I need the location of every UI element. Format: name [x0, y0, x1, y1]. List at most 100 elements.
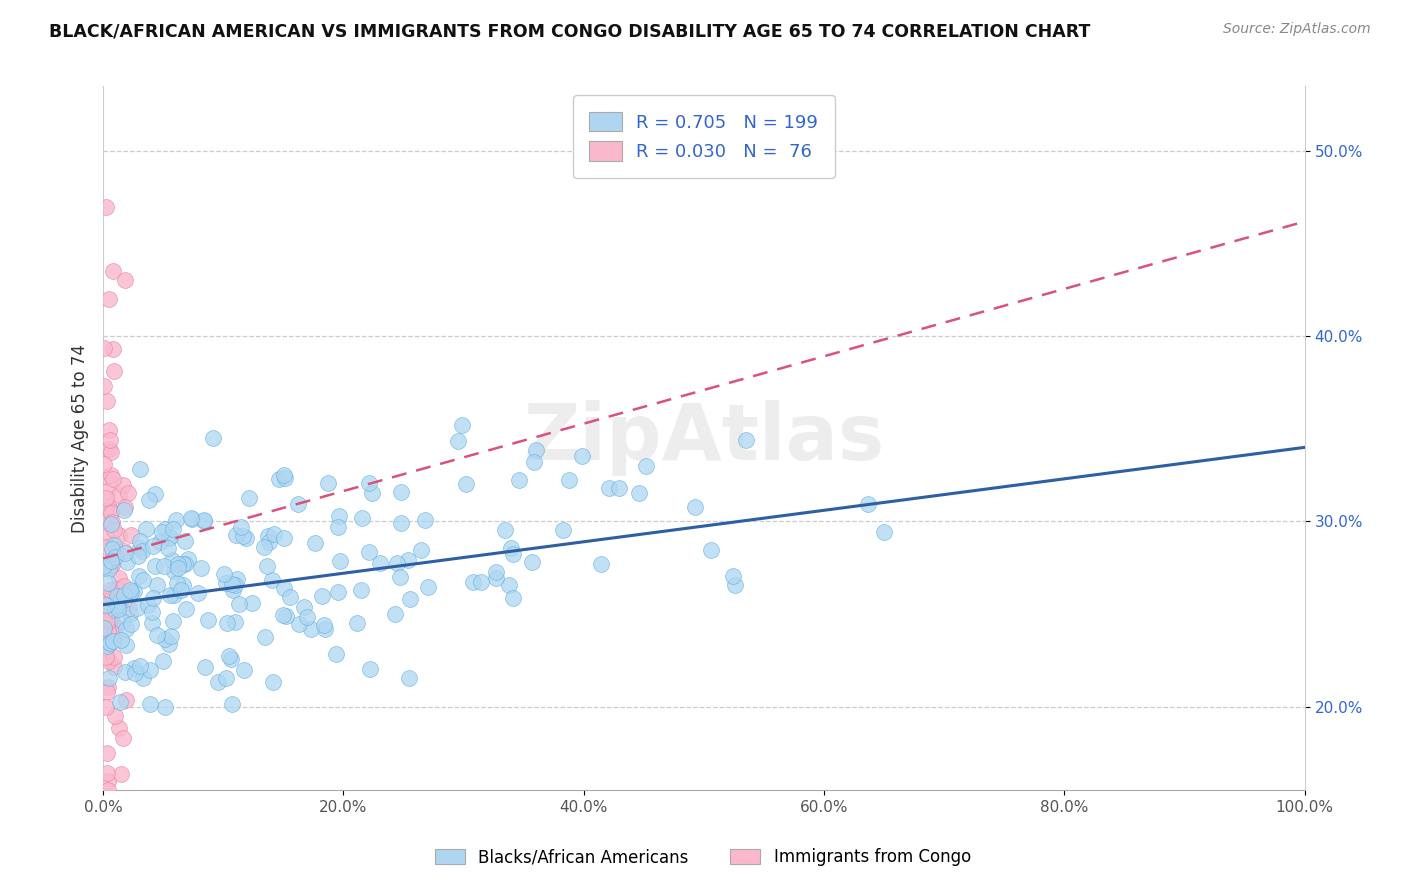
- Point: [359, 662, 381, 676]
- Text: ZipAtlas: ZipAtlas: [523, 401, 884, 476]
- Point: [201, 432, 224, 446]
- Point: [94, 598, 117, 612]
- Point: [94, 528, 117, 542]
- Point: [127, 549, 149, 563]
- Point: [108, 594, 131, 608]
- Point: [558, 473, 581, 487]
- Point: [104, 626, 127, 640]
- Point: [399, 591, 422, 606]
- Point: [96, 470, 118, 484]
- Point: [311, 589, 333, 603]
- Point: [120, 585, 142, 599]
- Point: [96, 746, 118, 760]
- Point: [96, 639, 118, 653]
- Point: [111, 615, 134, 629]
- Point: [100, 554, 122, 568]
- Point: [454, 476, 477, 491]
- Point: [326, 519, 349, 533]
- Point: [288, 617, 311, 632]
- Point: [157, 637, 180, 651]
- Point: [98, 636, 121, 650]
- Point: [93, 379, 115, 393]
- Point: [100, 558, 122, 573]
- Point: [413, 513, 436, 527]
- Point: [94, 619, 117, 633]
- Point: [571, 450, 593, 464]
- Point: [634, 458, 657, 473]
- Point: [273, 581, 295, 595]
- Point: [100, 612, 122, 626]
- Point: [723, 578, 745, 592]
- Point: [98, 558, 121, 573]
- Point: [97, 624, 120, 639]
- Point: [149, 535, 172, 549]
- Point: [114, 500, 136, 515]
- Point: [180, 512, 202, 526]
- Point: [93, 559, 115, 574]
- Point: [97, 671, 120, 685]
- Point: [96, 594, 118, 608]
- Point: [214, 567, 236, 582]
- Point: [91, 587, 114, 601]
- Text: Source: ZipAtlas.com: Source: ZipAtlas.com: [1223, 22, 1371, 37]
- Point: [174, 602, 197, 616]
- Point: [94, 491, 117, 505]
- Point: [124, 665, 146, 680]
- Point: [100, 444, 122, 458]
- Point: [94, 200, 117, 214]
- Point: [96, 484, 118, 499]
- Point: [221, 577, 243, 591]
- Point: [125, 601, 148, 615]
- Point: [160, 629, 183, 643]
- Point: [316, 475, 339, 490]
- Point: [114, 273, 136, 287]
- Point: [120, 607, 142, 622]
- Point: [501, 541, 523, 555]
- Point: [222, 582, 245, 597]
- Point: [172, 577, 194, 591]
- Point: [103, 364, 125, 378]
- Point: [197, 613, 219, 627]
- Point: [114, 665, 136, 680]
- Point: [260, 574, 283, 588]
- Point: [273, 467, 295, 482]
- Point: [166, 560, 188, 574]
- Point: [101, 556, 124, 570]
- Point: [384, 607, 406, 621]
- Point: [100, 467, 122, 482]
- Point: [152, 559, 174, 574]
- Point: [97, 423, 120, 437]
- Point: [207, 675, 229, 690]
- Point: [132, 573, 155, 587]
- Point: [683, 500, 706, 515]
- Point: [112, 588, 135, 602]
- Point: [194, 660, 217, 674]
- Point: [350, 582, 373, 597]
- Point: [138, 598, 160, 612]
- Point: [112, 579, 135, 593]
- Point: [103, 549, 125, 564]
- Point: [411, 543, 433, 558]
- Point: [256, 559, 278, 574]
- Point: [304, 536, 326, 550]
- Point: [287, 497, 309, 511]
- Point: [447, 434, 470, 448]
- Point: [502, 547, 524, 561]
- Point: [361, 485, 384, 500]
- Point: [163, 588, 186, 602]
- Point: [328, 585, 350, 599]
- Point: [169, 582, 191, 597]
- Point: [274, 608, 297, 623]
- Point: [96, 766, 118, 780]
- Point: [142, 591, 165, 606]
- Point: [607, 481, 630, 495]
- Point: [114, 546, 136, 560]
- Point: [389, 570, 412, 584]
- Point: [97, 576, 120, 591]
- Point: [93, 621, 115, 635]
- Point: [104, 550, 127, 565]
- Point: [163, 564, 186, 578]
- Point: [94, 636, 117, 650]
- Point: [267, 472, 290, 486]
- Point: [98, 583, 121, 598]
